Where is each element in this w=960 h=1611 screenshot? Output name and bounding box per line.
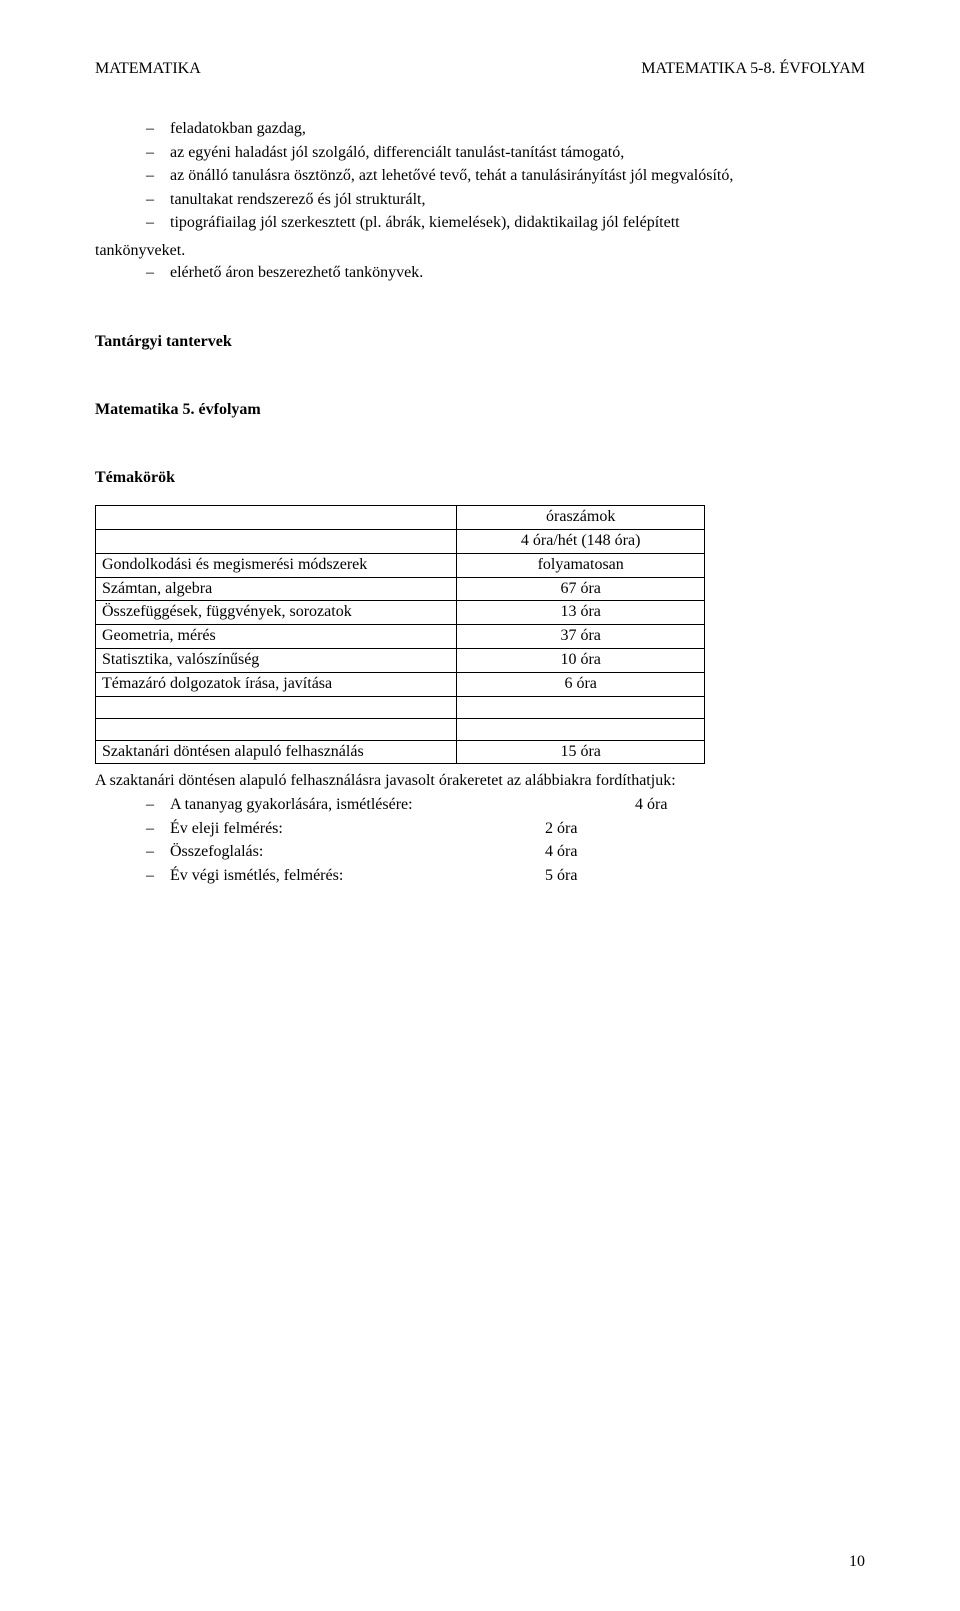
table-row: Szaktanári döntésen alapuló felhasználás… — [96, 740, 705, 764]
list-value: 4 óra — [545, 841, 577, 863]
heading-grade: Matematika 5. évfolyam — [95, 401, 865, 419]
table-row: Geometria, mérés 37 óra — [96, 625, 705, 649]
hours-table: óraszámok 4 óra/hét (148 óra) Gondolkodá… — [95, 505, 705, 764]
table-cell: 15 óra — [457, 740, 705, 764]
table-cell: óraszámok — [457, 506, 705, 530]
table-row: Gondolkodási és megismerési módszerek fo… — [96, 553, 705, 577]
table-cell: Számtan, algebra — [96, 577, 457, 601]
table-cell — [96, 696, 457, 718]
list-text: tanultakat rendszerező és jól strukturál… — [170, 189, 865, 211]
table-cell — [96, 506, 457, 530]
list-item: – Év eleji felmérés: 2 óra — [140, 818, 865, 840]
table-cell: 10 óra — [457, 648, 705, 672]
list-value: 4 óra — [635, 794, 667, 816]
dash-icon: – — [140, 262, 170, 284]
table-cell: Összefüggések, függvények, sorozatok — [96, 601, 457, 625]
list-item: – elérhető áron beszerezhető tankönyvek. — [140, 262, 865, 284]
dash-icon: – — [140, 118, 170, 140]
list-text: az egyéni haladást jól szolgáló, differe… — [170, 142, 865, 164]
table-row: Összefüggések, függvények, sorozatok 13 … — [96, 601, 705, 625]
list-label: Év eleji felmérés: — [170, 820, 283, 837]
list-label: Összefoglalás: — [170, 843, 263, 860]
table-row: Témazáró dolgozatok írása, javítása 6 ór… — [96, 672, 705, 696]
table-row: Statisztika, valószínűség 10 óra — [96, 648, 705, 672]
page-number: 10 — [849, 1553, 865, 1571]
dash-icon: – — [140, 142, 170, 164]
table-cell: Témazáró dolgozatok írása, javítása — [96, 672, 457, 696]
after-table-text: A szaktanári döntésen alapuló felhasznál… — [95, 770, 865, 792]
list-item: – az önálló tanulásra ösztönző, azt lehe… — [140, 165, 865, 187]
table-cell: 13 óra — [457, 601, 705, 625]
table-row: 4 óra/hét (148 óra) — [96, 529, 705, 553]
table-cell: Szaktanári döntésen alapuló felhasználás — [96, 740, 457, 764]
list-item: – Összefoglalás: 4 óra — [140, 841, 865, 863]
list-item: – Év végi ismétlés, felmérés: 5 óra — [140, 865, 865, 887]
post-bullet-list: – elérhető áron beszerezhető tankönyvek. — [140, 262, 865, 284]
table-cell — [457, 718, 705, 740]
table-cell: 6 óra — [457, 672, 705, 696]
dash-icon: – — [140, 794, 170, 816]
table-row: óraszámok — [96, 506, 705, 530]
list-item: – tipográfiailag jól szerkesztett (pl. á… — [140, 212, 865, 234]
list-text: feladatokban gazdag, — [170, 118, 865, 140]
header-left: MATEMATIKA — [95, 60, 201, 78]
post-line: tankönyveket. — [95, 240, 865, 262]
header-right: MATEMATIKA 5-8. ÉVFOLYAM — [641, 60, 865, 78]
table-cell: Geometria, mérés — [96, 625, 457, 649]
dash-icon: – — [140, 818, 170, 840]
dash-icon: – — [140, 212, 170, 234]
dash-icon: – — [140, 841, 170, 863]
bottom-bullet-list: – A tananyag gyakorlására, ismétlésére: … — [140, 794, 865, 886]
list-text: tipográfiailag jól szerkesztett (pl. ábr… — [170, 212, 865, 234]
list-item: – az egyéni haladást jól szolgáló, diffe… — [140, 142, 865, 164]
list-text: elérhető áron beszerezhető tankönyvek. — [170, 262, 865, 284]
list-item: – A tananyag gyakorlására, ismétlésére: … — [140, 794, 865, 816]
table-cell — [96, 718, 457, 740]
table-cell: 67 óra — [457, 577, 705, 601]
list-item: – feladatokban gazdag, — [140, 118, 865, 140]
table-row: Számtan, algebra 67 óra — [96, 577, 705, 601]
table-row — [96, 718, 705, 740]
table-cell: folyamatosan — [457, 553, 705, 577]
heading-tantervek: Tantárgyi tantervek — [95, 333, 865, 351]
table-row — [96, 696, 705, 718]
table-cell: Statisztika, valószínűség — [96, 648, 457, 672]
table-cell: Gondolkodási és megismerési módszerek — [96, 553, 457, 577]
dash-icon: – — [140, 865, 170, 887]
list-item: – tanultakat rendszerező és jól struktur… — [140, 189, 865, 211]
list-label: Év végi ismétlés, felmérés: — [170, 867, 343, 884]
table-cell: 4 óra/hét (148 óra) — [457, 529, 705, 553]
list-text: az önálló tanulásra ösztönző, azt lehető… — [170, 165, 865, 187]
table-cell — [96, 529, 457, 553]
heading-topics: Témakörök — [95, 469, 865, 487]
list-value: 2 óra — [545, 818, 577, 840]
list-label: A tananyag gyakorlására, ismétlésére: — [170, 796, 413, 813]
table-cell — [457, 696, 705, 718]
list-value: 5 óra — [545, 865, 577, 887]
page-header: MATEMATIKA MATEMATIKA 5-8. ÉVFOLYAM — [95, 60, 865, 78]
table-cell: 37 óra — [457, 625, 705, 649]
dash-icon: – — [140, 189, 170, 211]
dash-icon: – — [140, 165, 170, 187]
top-bullet-list: – feladatokban gazdag, – az egyéni halad… — [140, 118, 865, 234]
